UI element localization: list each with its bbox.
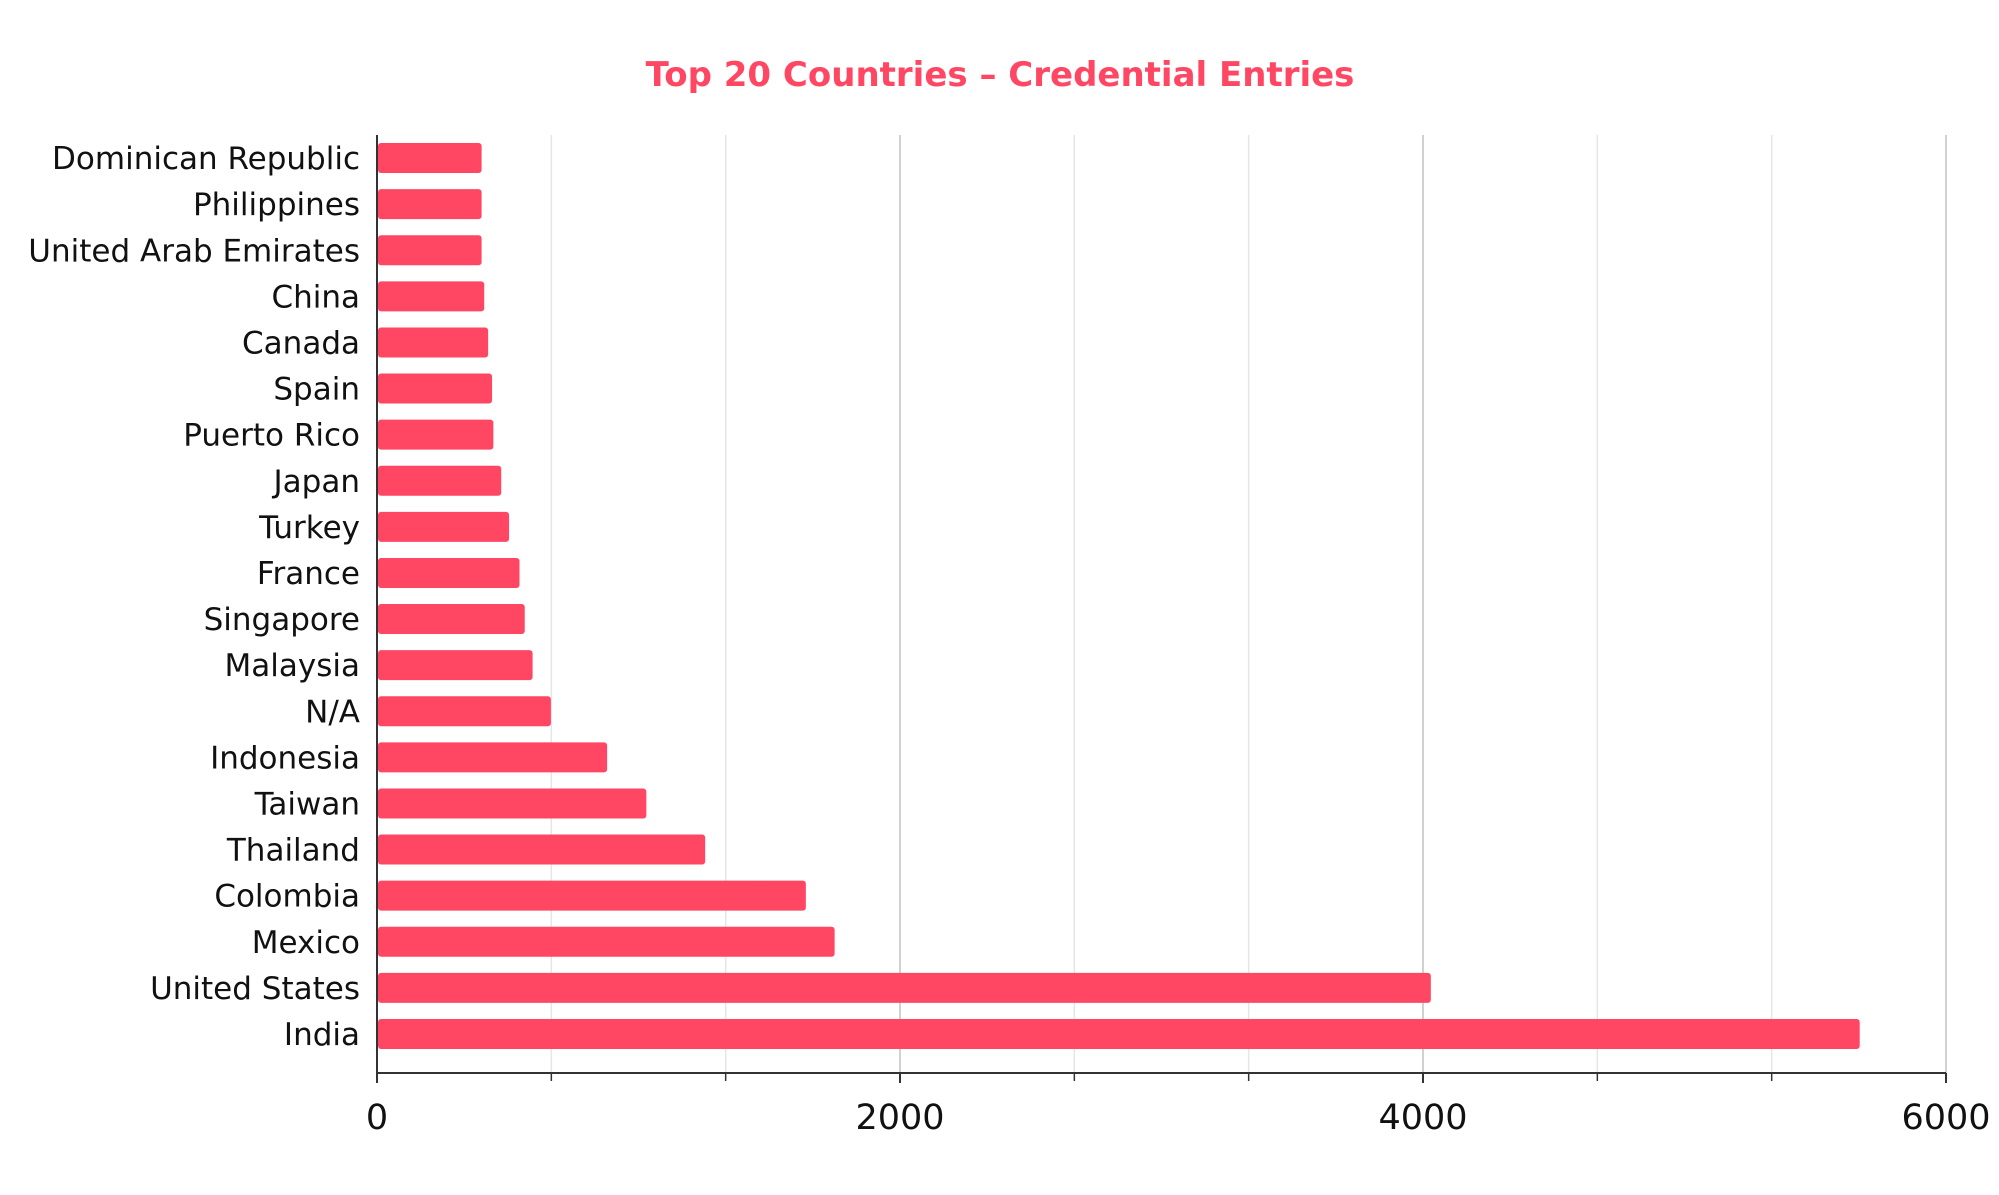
- category-label: Mexico: [252, 925, 360, 961]
- category-label: Singapore: [204, 602, 360, 638]
- bar: [378, 880, 806, 911]
- bar: [378, 926, 835, 957]
- bar: [378, 834, 706, 865]
- category-label: United States: [150, 971, 360, 1007]
- category-label: Colombia: [214, 879, 360, 915]
- bar: [378, 419, 494, 450]
- bar: [378, 235, 482, 266]
- bar: [378, 327, 489, 358]
- x-tick-label: 6000: [1901, 1098, 1990, 1138]
- category-label: Taiwan: [254, 786, 360, 822]
- category-label: Indonesia: [210, 740, 360, 776]
- x-tick-label: 4000: [1378, 1098, 1467, 1138]
- chart-title: Top 20 Countries – Credential Entries: [646, 55, 1355, 95]
- bar: [378, 143, 482, 174]
- x-tick-label: 2000: [855, 1098, 944, 1138]
- bar: [378, 511, 510, 542]
- bar: [378, 788, 647, 819]
- bar: [378, 373, 493, 404]
- bar: [378, 281, 485, 312]
- category-label: Puerto Rico: [183, 418, 360, 454]
- grid-lines: [550, 135, 1947, 1073]
- category-label: Philippines: [193, 187, 360, 223]
- category-label: United Arab Emirates: [28, 233, 360, 269]
- bar: [378, 972, 1431, 1003]
- bars: [378, 143, 1860, 1049]
- category-label: Canada: [242, 325, 360, 361]
- bar: [378, 650, 533, 681]
- x-tick-labels: 0 2000 4000 6000: [366, 1098, 1991, 1138]
- bar: [378, 189, 482, 220]
- bar: [378, 604, 525, 635]
- category-labels: Dominican Republic Philippines United Arab…: [28, 141, 360, 1053]
- category-label: N/A: [305, 694, 360, 730]
- category-label: Turkey: [258, 510, 360, 546]
- bar: [378, 696, 551, 727]
- category-label: France: [257, 556, 360, 592]
- category-label: Japan: [272, 464, 360, 500]
- x-tick-label: 0: [366, 1098, 388, 1138]
- category-label: China: [271, 279, 360, 315]
- axes: [376, 135, 1947, 1083]
- bar: [378, 465, 502, 496]
- category-label: Malaysia: [225, 648, 360, 684]
- category-label: India: [284, 1017, 360, 1053]
- category-label: Spain: [273, 372, 360, 408]
- category-label: Thailand: [226, 833, 360, 869]
- category-label: Dominican Republic: [52, 141, 360, 177]
- bar: [378, 557, 520, 588]
- bar: [378, 742, 608, 773]
- bar: [378, 1018, 1860, 1049]
